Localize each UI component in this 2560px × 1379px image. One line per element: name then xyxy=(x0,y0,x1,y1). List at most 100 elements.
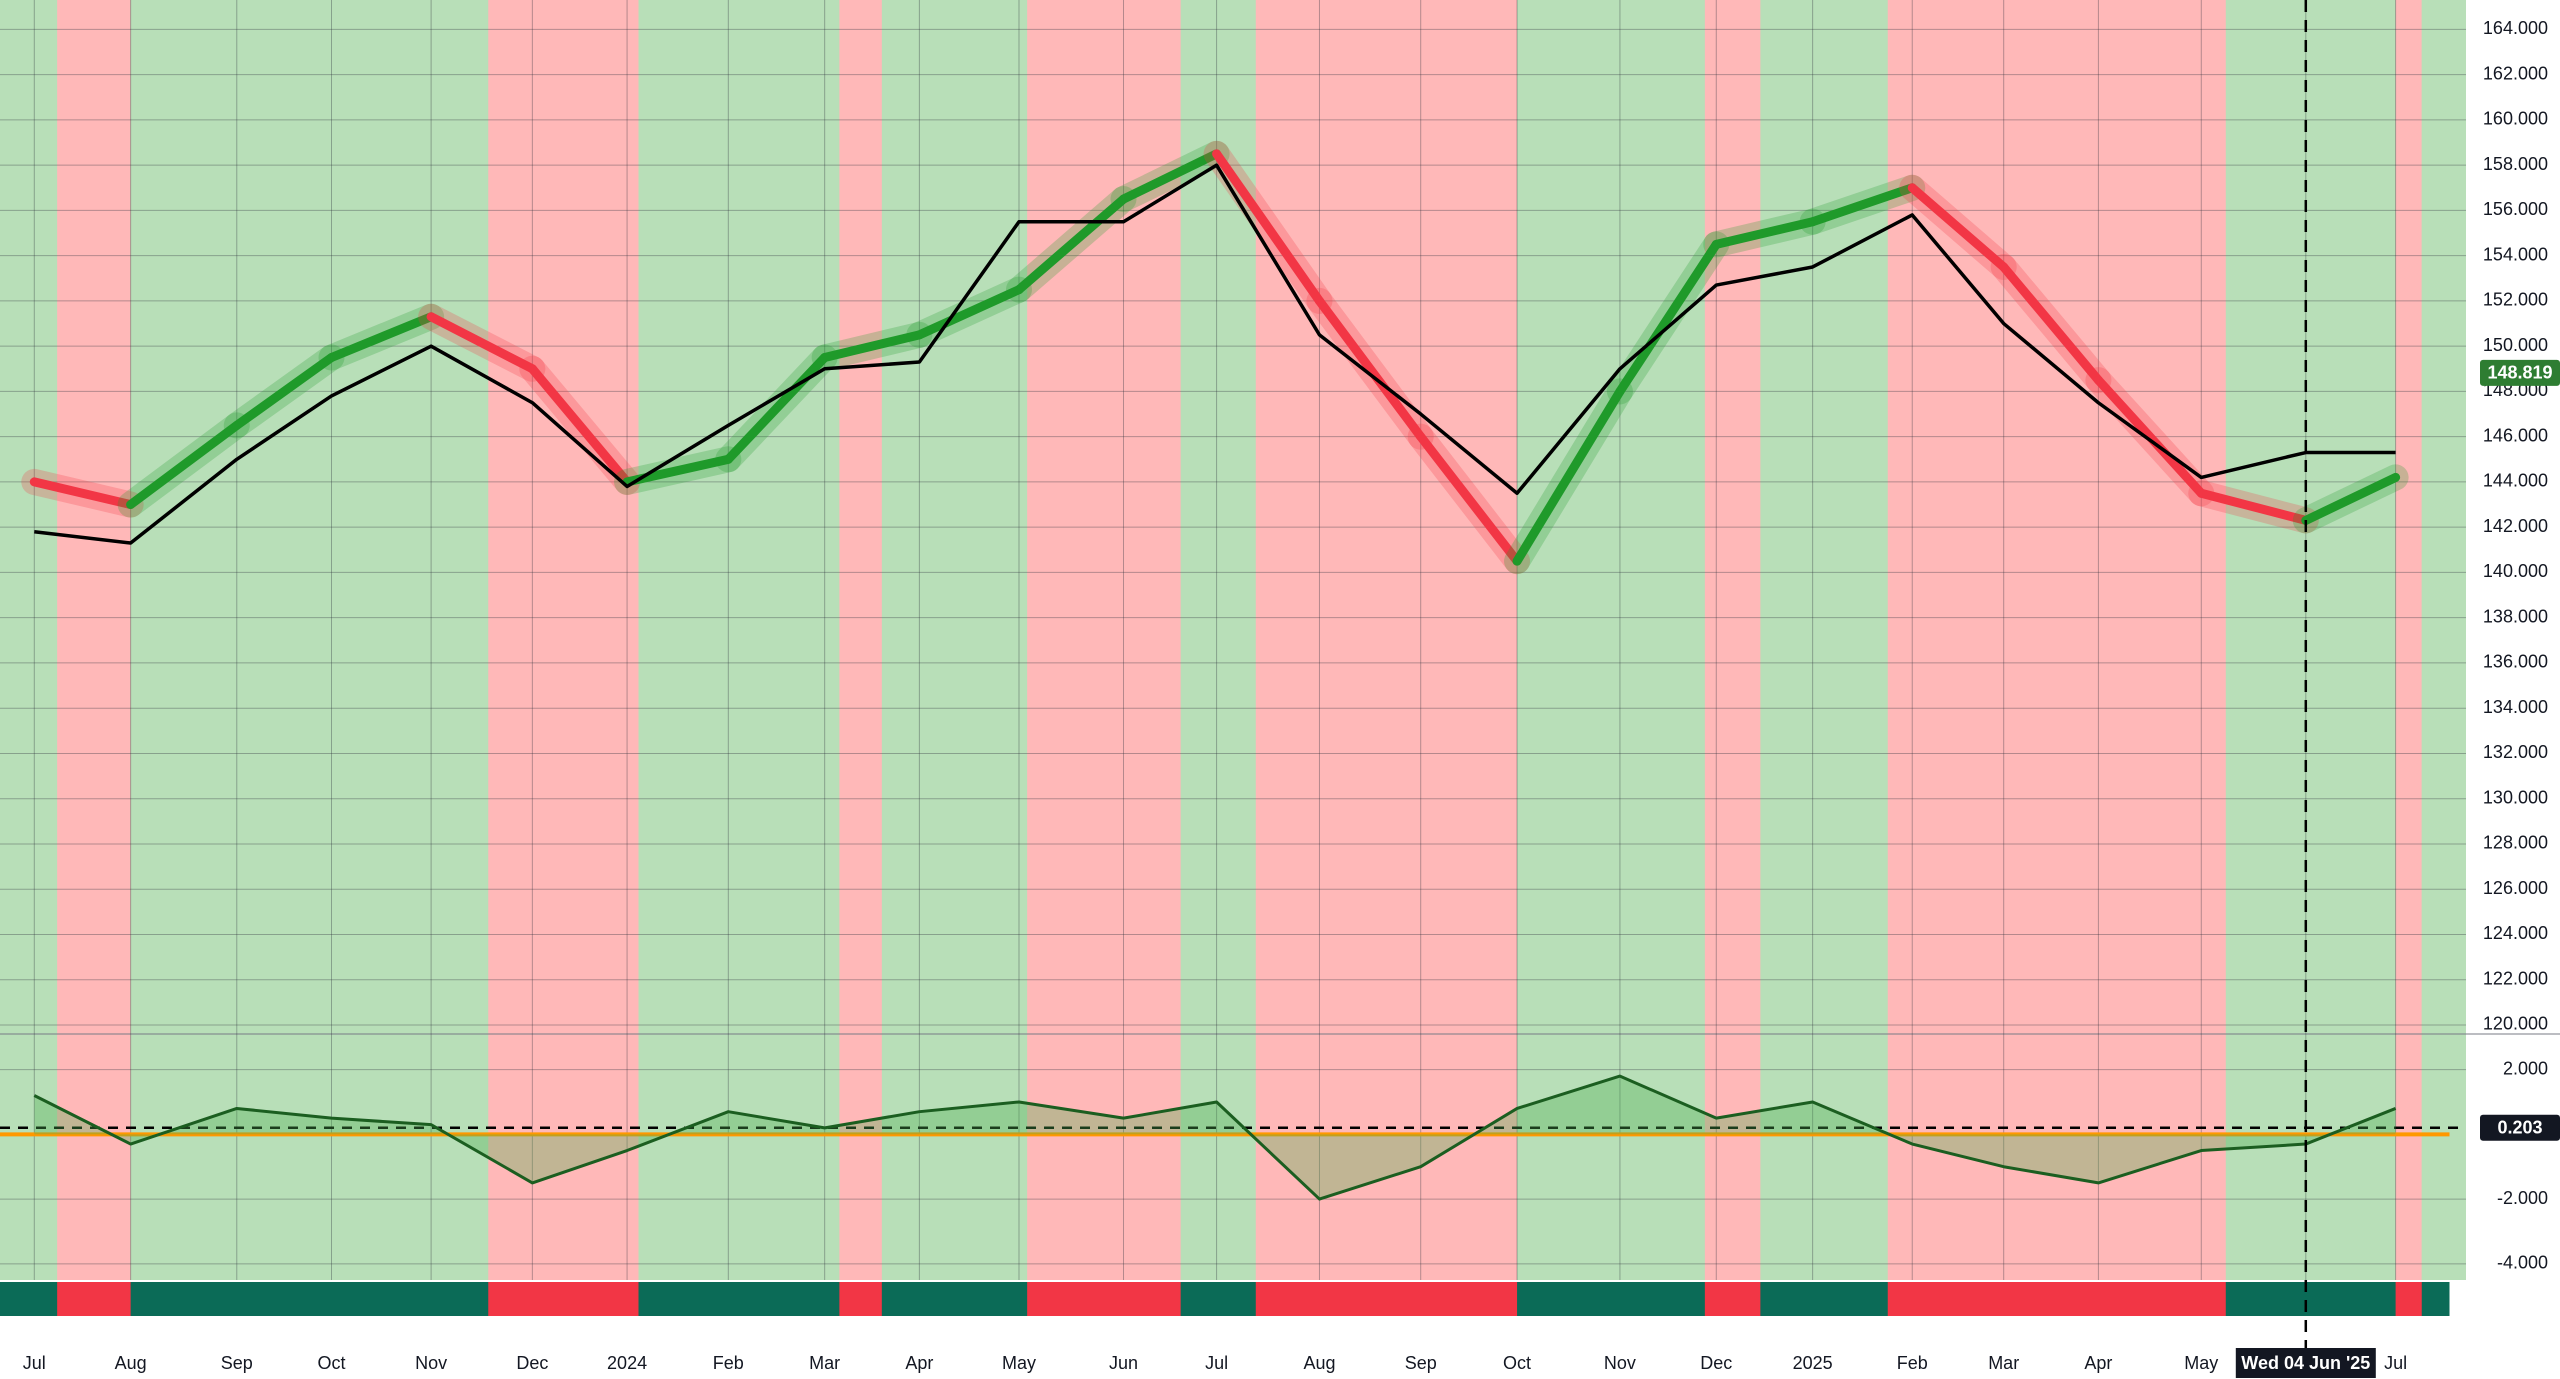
y-tick-label: 130.000 xyxy=(2483,787,2548,807)
ma-segment xyxy=(1808,183,1917,227)
ma-segment xyxy=(1711,217,1818,249)
x-tick-label: Nov xyxy=(1604,1353,1636,1373)
regime-band xyxy=(2395,0,2422,1280)
y-tick-label: -2.000 xyxy=(2497,1188,2548,1208)
x-tick-label: May xyxy=(1002,1353,1036,1373)
x-tick-label: Jul xyxy=(2384,1353,2407,1373)
ma-segment xyxy=(1314,296,1426,442)
ma-segment xyxy=(1212,149,1324,306)
last-value-label: 0.203 xyxy=(2497,1118,2542,1138)
x-tick-label: Apr xyxy=(905,1353,933,1373)
ma-segment xyxy=(2093,375,2206,498)
oscillator-area xyxy=(34,1076,2396,1200)
last-value-tag xyxy=(2480,359,2560,386)
axis-bg xyxy=(2466,0,2560,1379)
y-tick-label: 126.000 xyxy=(2483,878,2548,898)
ma-segment xyxy=(820,330,924,362)
y-tick-label: 158.000 xyxy=(2483,154,2548,174)
x-tick-label: Jun xyxy=(1109,1353,1138,1373)
x-tick-label: Sep xyxy=(221,1353,253,1373)
price-line xyxy=(34,163,2396,545)
x-tick-label: Aug xyxy=(1303,1353,1335,1373)
x-tick-label: Mar xyxy=(809,1353,840,1373)
ma-segment xyxy=(2196,488,2311,525)
y-tick-label: 136.000 xyxy=(2483,652,2548,672)
y-tick-label: 146.000 xyxy=(2483,425,2548,445)
regime-band xyxy=(488,0,639,1280)
x-tick-label: Aug xyxy=(115,1353,147,1373)
x-tick-label: May xyxy=(2184,1353,2218,1373)
y-tick-label: 144.000 xyxy=(2483,471,2548,491)
ma-segment xyxy=(232,352,336,430)
ma-segment xyxy=(1416,432,1522,566)
x-tick-label: Dec xyxy=(1700,1353,1732,1373)
y-tick-label: 138.000 xyxy=(2483,606,2548,626)
regime-strip-red xyxy=(839,1282,882,1316)
x-tick-label: 2024 xyxy=(607,1353,647,1373)
x-tick-label: Nov xyxy=(415,1353,447,1373)
crosshair-label-bg xyxy=(2235,1348,2376,1378)
ma-segment xyxy=(1615,239,1721,396)
ma-segment xyxy=(426,312,537,374)
regime-band xyxy=(1887,0,2226,1280)
regime-strip-red xyxy=(2395,1282,2422,1316)
regime-strip-red xyxy=(1704,1282,1761,1316)
ma-segment xyxy=(2301,472,2401,525)
ma-segment xyxy=(914,285,1024,340)
x-tick-label: Jul xyxy=(23,1353,46,1373)
y-tick-label: 156.000 xyxy=(2483,199,2548,219)
last-value-tag xyxy=(2480,1114,2560,1141)
y-tick-label: 160.000 xyxy=(2483,109,2548,129)
y-tick-label: 150.000 xyxy=(2483,335,2548,355)
ma-segment xyxy=(723,352,830,464)
x-tick-label: 2025 xyxy=(1793,1353,1833,1373)
regime-strip-red xyxy=(1887,1282,2226,1316)
regime-strip-red xyxy=(57,1282,131,1316)
y-tick-label: 128.000 xyxy=(2483,833,2548,853)
y-tick-label: 164.000 xyxy=(2483,18,2548,38)
regime-strip-red xyxy=(488,1282,639,1316)
x-tick-label: Oct xyxy=(317,1353,345,1373)
x-tick-label: Sep xyxy=(1405,1353,1437,1373)
x-tick-label: Apr xyxy=(2084,1353,2112,1373)
ma-segment xyxy=(1999,262,2103,385)
y-tick-label: 120.000 xyxy=(2483,1014,2548,1034)
ma-segment xyxy=(1907,183,2009,272)
regime-band xyxy=(839,0,882,1280)
x-tick-label: Feb xyxy=(713,1353,744,1373)
x-tick-label: Dec xyxy=(516,1353,548,1373)
y-tick-label: -4.000 xyxy=(2497,1253,2548,1273)
x-tick-label: Wed 04 Jun '25 xyxy=(2241,1353,2370,1373)
regime-band xyxy=(57,0,131,1280)
ma-segment xyxy=(1119,149,1222,204)
x-tick-label: Jul xyxy=(1205,1353,1228,1373)
x-tick-label: Mar xyxy=(1988,1353,2019,1373)
y-tick-label: 134.000 xyxy=(2483,697,2548,717)
y-tick-label: 152.000 xyxy=(2483,290,2548,310)
y-tick-label: 142.000 xyxy=(2483,516,2548,536)
regime-strip-red xyxy=(1027,1282,1181,1316)
right-band xyxy=(2421,0,2466,1280)
ma-segment xyxy=(1014,194,1129,295)
oscillator-line xyxy=(33,1074,2397,1201)
y-tick-label: 140.000 xyxy=(2483,561,2548,581)
y-tick-label: 122.000 xyxy=(2483,968,2548,988)
ma-segment xyxy=(527,364,632,487)
y-tick-label: 124.000 xyxy=(2483,923,2548,943)
y-tick-label: 2.000 xyxy=(2503,1058,2548,1078)
regime-band xyxy=(1704,0,1761,1280)
last-value-label: 148.819 xyxy=(2487,363,2552,383)
regime-band xyxy=(1255,0,1518,1280)
y-tick-label: 132.000 xyxy=(2483,742,2548,762)
x-tick-label: Oct xyxy=(1503,1353,1531,1373)
ma-segment xyxy=(326,312,436,362)
ma-segment xyxy=(29,477,136,510)
y-tick-label: 154.000 xyxy=(2483,244,2548,264)
x-tick-label: Feb xyxy=(1897,1353,1928,1373)
regime-strip-red xyxy=(1255,1282,1518,1316)
ma-segment xyxy=(1512,386,1625,566)
y-tick-label: 162.000 xyxy=(2483,63,2548,83)
ma-segment xyxy=(126,420,242,510)
